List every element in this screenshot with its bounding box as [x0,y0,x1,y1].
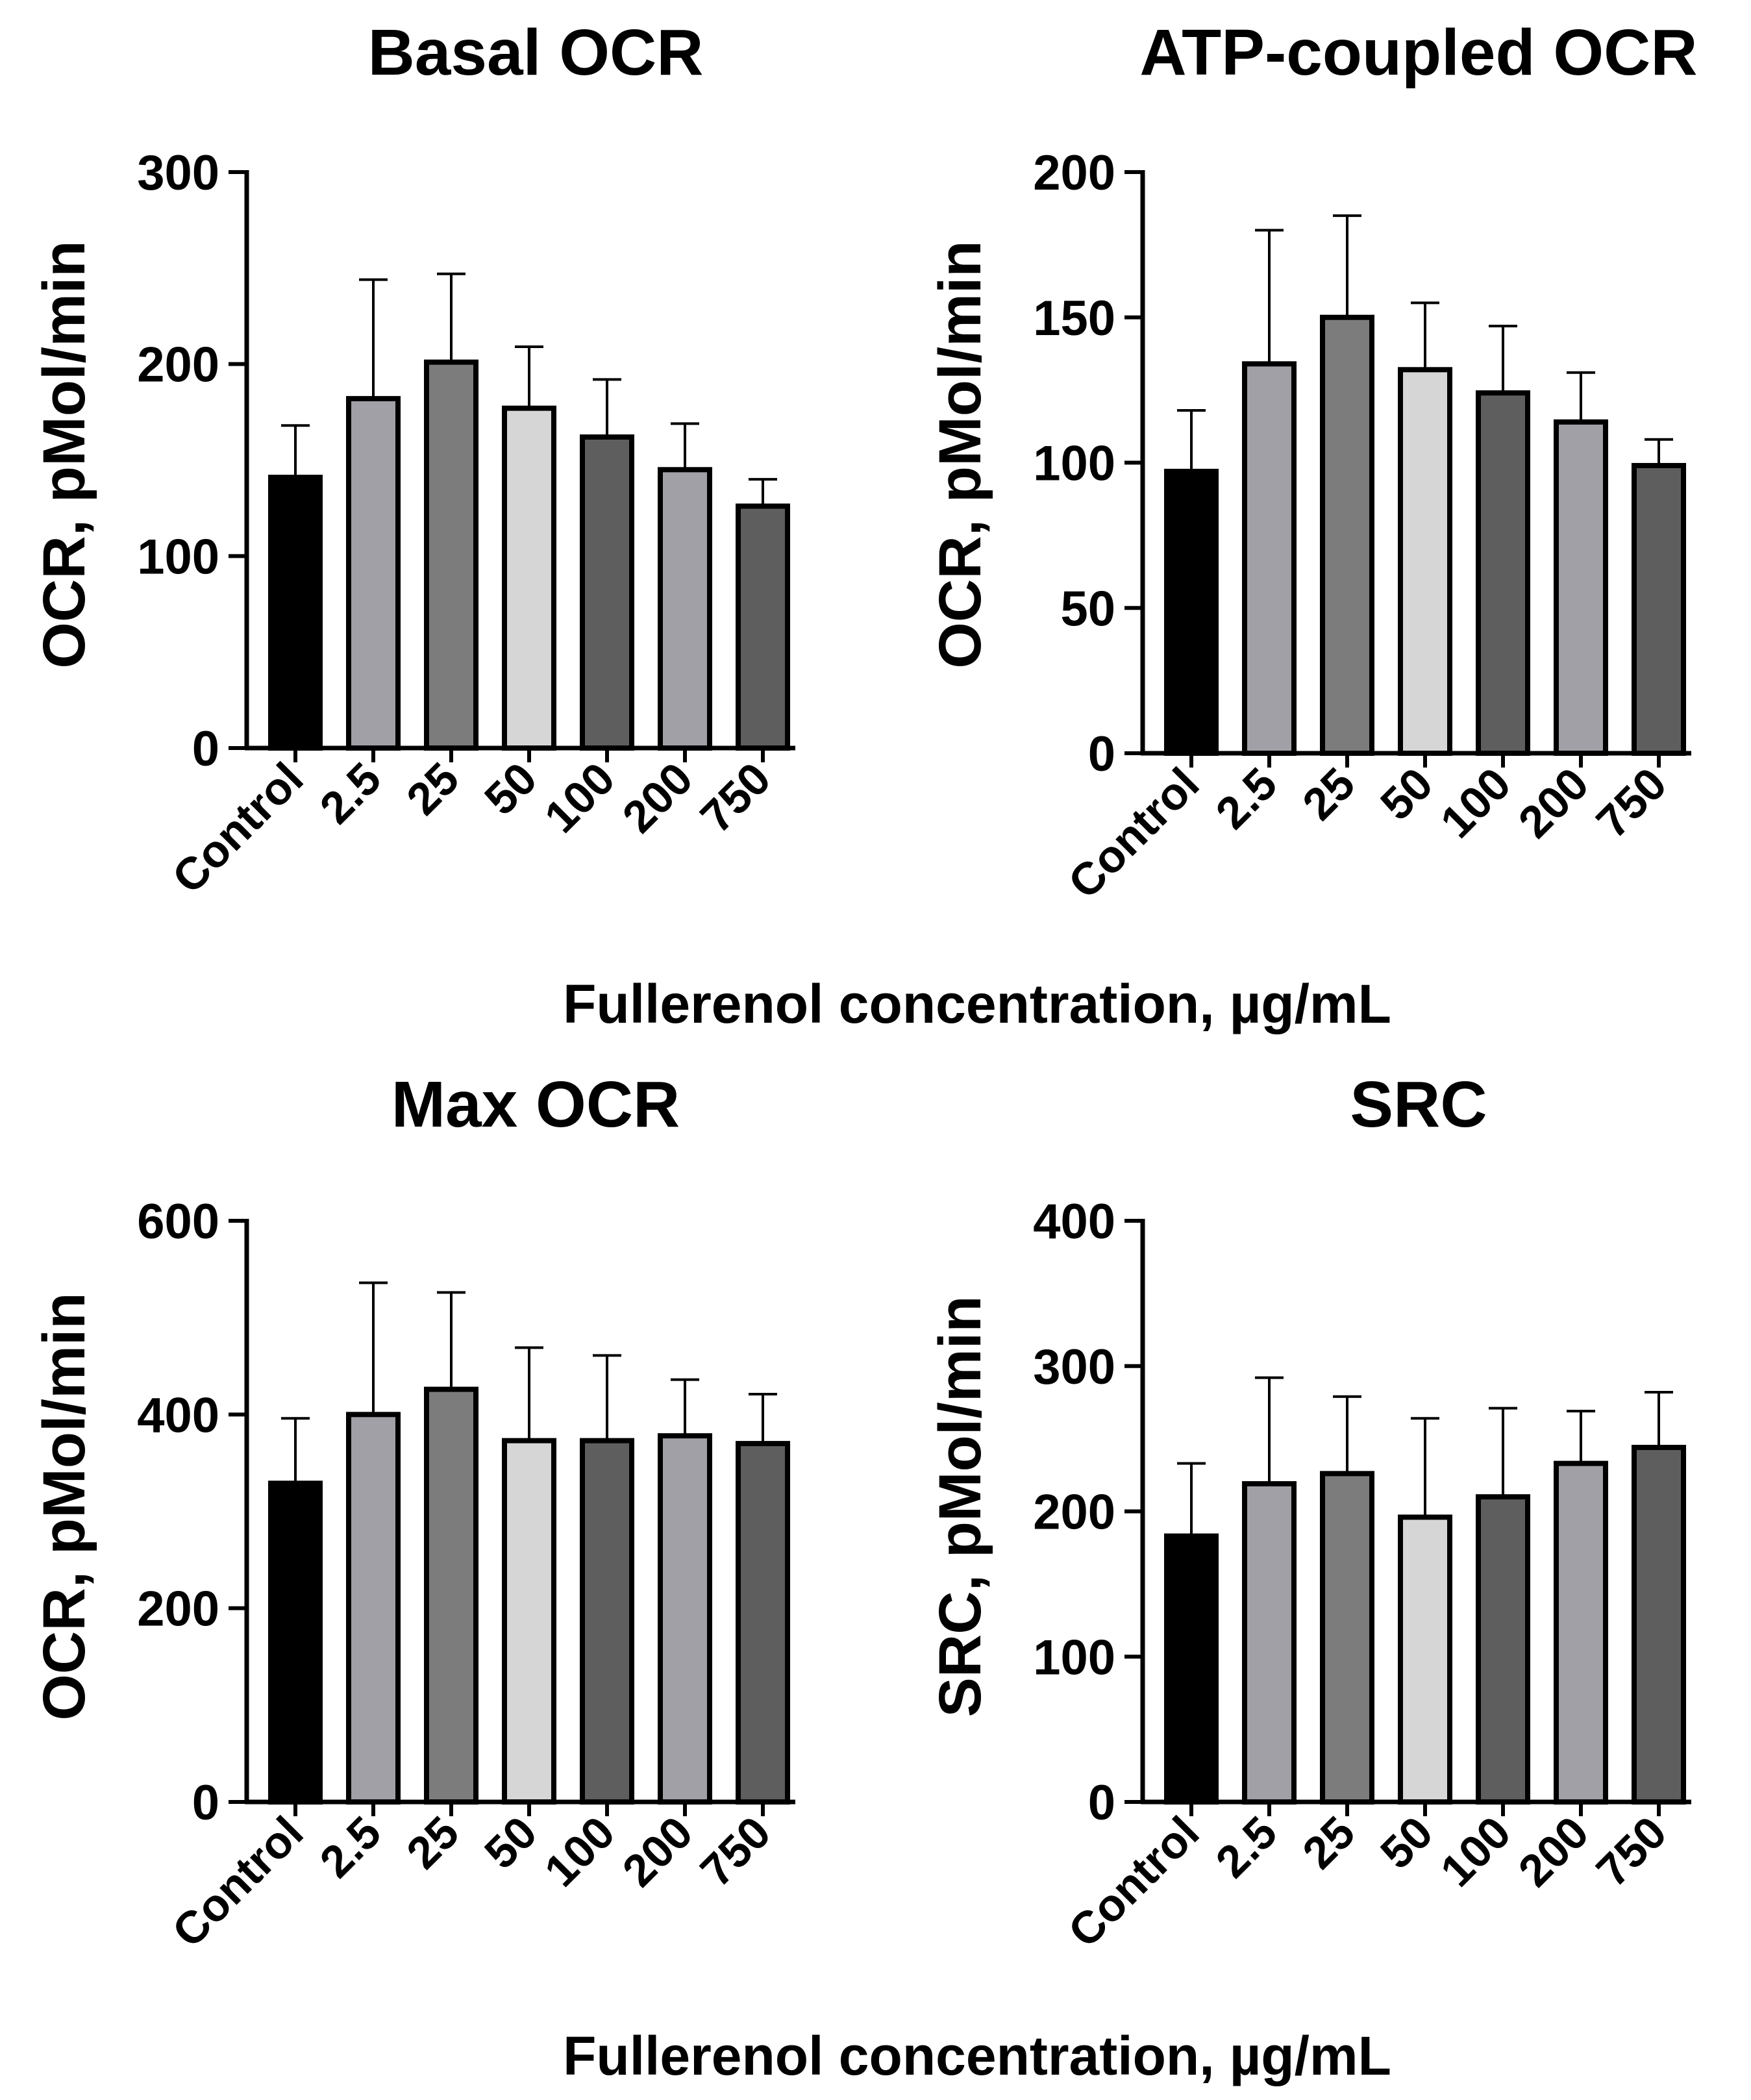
chart-title: Basal OCR [368,16,704,89]
bar-25 [424,359,478,751]
y-tick-label: 200 [137,1582,219,1637]
x-axis-label-top: Fullerenol concentration, µg/mL [563,973,1391,1034]
bar-2-5 [1242,1481,1297,1805]
y-tick-label: 0 [1088,727,1115,782]
bar-100 [1476,1494,1530,1805]
chart-title: Max OCR [391,1068,680,1141]
y-tick-label: 300 [137,145,219,201]
y-tick-label: 100 [137,529,219,584]
bar-50 [502,405,556,751]
bar-2-5 [346,395,401,751]
y-tick-label: 0 [192,1775,219,1831]
chart-title: SRC [1350,1068,1487,1141]
y-tick-label: 50 [1060,581,1115,636]
bar-25 [1320,314,1374,756]
y-tick-label: 100 [1033,1630,1115,1685]
x-axis-label-bottom: Fullerenol concentration, µg/mL [563,2025,1391,2086]
bar-50 [1398,1514,1452,1805]
y-axis-label: OCR, pMol/min [927,240,993,668]
y-tick-label: 400 [1033,1194,1115,1249]
bar-2-5 [346,1412,401,1805]
y-tick-label: 200 [137,338,219,393]
y-tick-label: 200 [1033,1485,1115,1540]
bar-50 [502,1438,556,1805]
y-axis-label: OCR, pMol/min [31,1292,97,1720]
y-tick-label: 150 [1033,291,1115,346]
bar-control [1164,468,1219,756]
y-tick-label: 200 [1033,145,1115,201]
bar-100 [580,434,634,751]
bar-2-5 [1242,361,1297,756]
chart-title: ATP-coupled OCR [1139,16,1697,89]
bar-50 [1398,367,1452,756]
y-tick-label: 0 [1088,1775,1115,1831]
bar-750 [1632,1445,1686,1805]
bar-200 [1554,1460,1608,1805]
bar-750 [736,503,790,751]
y-tick-label: 300 [1033,1340,1115,1395]
y-axis-label: SRC, pMol/min [927,1295,993,1717]
bar-control [268,475,323,751]
y-tick-label: 400 [137,1388,219,1443]
bar-200 [658,467,712,751]
bar-200 [658,1433,712,1805]
bar-100 [580,1438,634,1805]
bar-750 [736,1441,790,1805]
bar-25 [1320,1471,1374,1805]
y-tick-label: 600 [137,1194,219,1249]
bar-25 [424,1386,478,1805]
bar-control [268,1481,323,1805]
bar-control [1164,1533,1219,1805]
bar-200 [1554,419,1608,756]
bar-100 [1476,390,1530,756]
y-axis-label: OCR, pMol/min [31,240,97,668]
y-tick-label: 0 [192,721,219,777]
bar-750 [1632,462,1686,756]
y-tick-label: 100 [1033,436,1115,492]
